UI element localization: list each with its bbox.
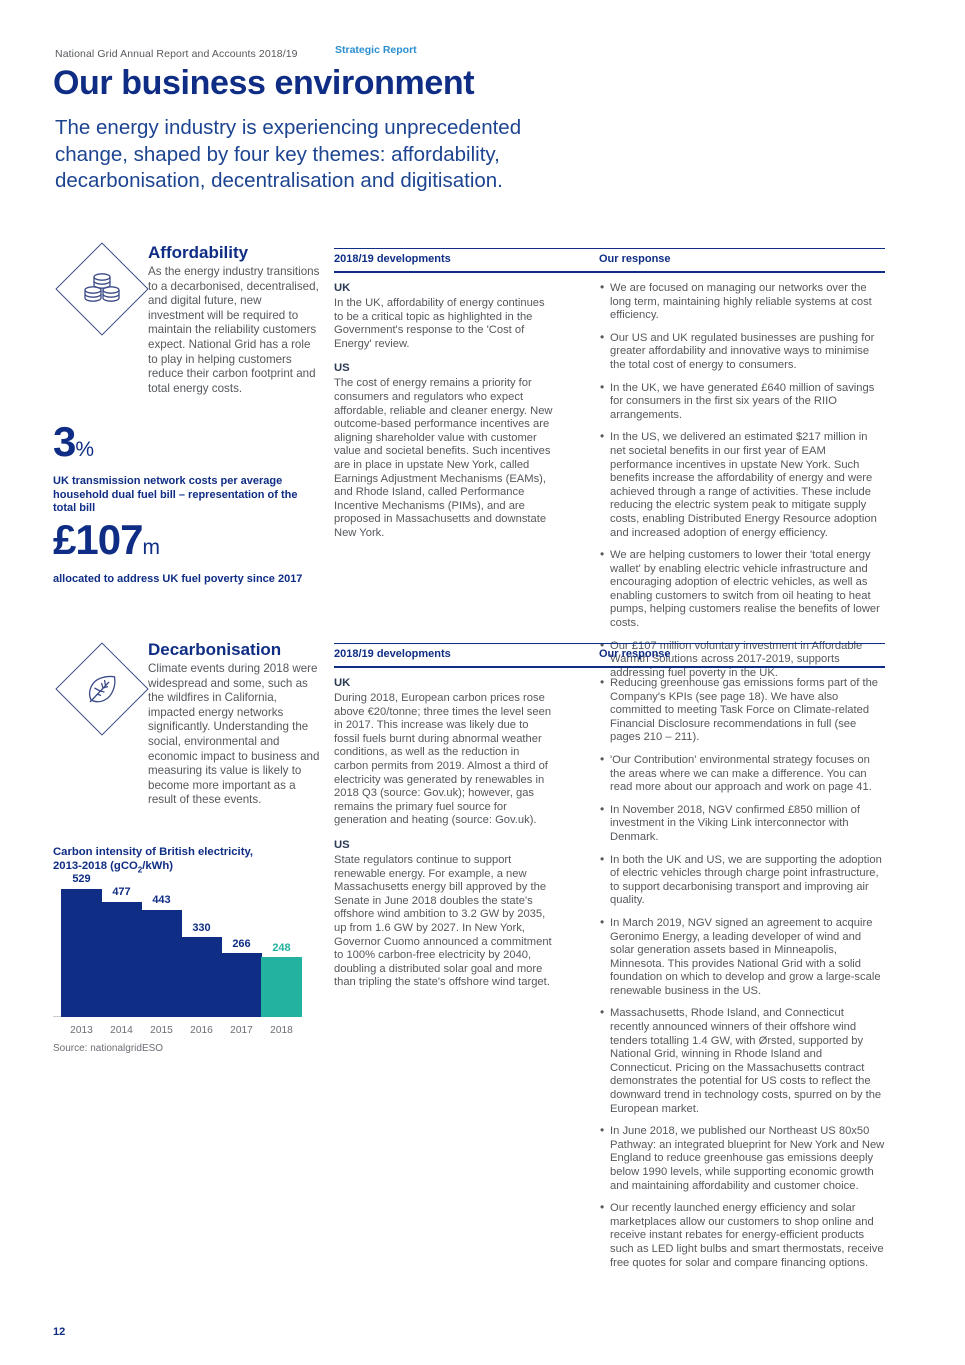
bar-category: 2017 (230, 1025, 253, 1037)
list-item: Our £107 million voluntary investment in… (599, 639, 885, 681)
section-label: Strategic Report (335, 44, 417, 56)
list-item: We are helping customers to lower their … (599, 548, 885, 631)
stat-value: £107m (53, 516, 160, 563)
table-header-row: 2018/19 developments Our response (334, 643, 885, 668)
developments-column: UK In the UK, affordability of energy co… (334, 282, 556, 543)
list-item: We are focused on managing our networks … (599, 281, 885, 323)
bar-2015 (141, 910, 182, 1018)
col-header-response: Our response (599, 253, 671, 265)
list-item: Our US and UK regulated businesses are p… (599, 331, 885, 373)
response-column: We are focused on managing our networks … (599, 281, 885, 689)
stat-caption: UK transmission network costs per averag… (53, 475, 298, 514)
decarbonisation-heading: Decarbonisation (148, 640, 282, 659)
list-item: In June 2018, we published our Northeast… (599, 1124, 885, 1193)
table-body: UK During 2018, European carbon prices r… (334, 668, 885, 1269)
subhead-uk: UK (334, 282, 351, 294)
bar-value: 330 (192, 922, 211, 935)
subhead-us: US (334, 838, 350, 851)
stat-fuel-poverty: £107m allocated to address UK fuel pover… (53, 518, 303, 587)
bar-value: 529 (72, 873, 91, 886)
table-header-row: 2018/19 developments Our response (334, 248, 885, 273)
chart-plot-area: 529 2013 477 2014 443 2015 330 2016 266 … (53, 873, 305, 1041)
list-item: Massachusetts, Rhode Island, and Connect… (599, 1006, 885, 1116)
decarbonisation-icon-frame (55, 642, 149, 736)
bar-category: 2016 (190, 1025, 213, 1037)
decarbonisation-body: Climate events during 2018 were widespre… (148, 662, 320, 807)
publication-label: National Grid Annual Report and Accounts… (55, 48, 298, 60)
decarbonisation-table: 2018/19 developments Our response UK Dur… (334, 643, 885, 1269)
carbon-intensity-chart: Carbon intensity of British electricity,… (53, 845, 333, 1041)
list-item: In March 2019, NGV signed an agreement t… (599, 916, 885, 999)
chart-source: Source: nationalgridESO (53, 1043, 164, 1054)
bar-2017 (221, 953, 262, 1018)
list-item: In November 2018, NGV confirmed £850 mil… (599, 803, 885, 845)
table-body: UK In the UK, affordability of energy co… (334, 273, 885, 679)
bar-2013 (61, 889, 102, 1018)
affordability-table: 2018/19 developments Our response UK In … (334, 248, 885, 679)
developments-uk-text: During 2018, European carbon prices rose… (334, 692, 552, 827)
list-item: Reducing greenhouse gas emissions forms … (599, 676, 885, 745)
developments-column: UK During 2018, European carbon prices r… (334, 677, 556, 992)
affordability-icon-frame (55, 242, 149, 336)
bar-2016 (181, 937, 222, 1018)
col-header-developments: 2018/19 developments (334, 648, 451, 660)
coins-icon (78, 265, 126, 313)
developments-us-text: State regulators continue to support ren… (334, 853, 552, 989)
leaf-icon (78, 665, 126, 713)
stat-transmission-cost: 3% UK transmission network costs per ave… (53, 420, 303, 516)
stat-unit: m (142, 536, 159, 559)
stat-caption: allocated to address UK fuel poverty sin… (53, 573, 303, 585)
bar-value: 266 (232, 938, 251, 951)
list-item: In both the UK and US, we are supporting… (599, 853, 885, 908)
masthead: National Grid Annual Report and Accounts… (55, 44, 885, 60)
developments-us-text: The cost of energy remains a priority fo… (334, 377, 553, 539)
bar-category: 2014 (110, 1025, 133, 1037)
list-item: Our recently launched energy efficiency … (599, 1201, 885, 1270)
response-list: Reducing greenhouse gas emissions forms … (599, 676, 885, 1270)
list-item: In the US, we delivered an estimated $21… (599, 430, 885, 540)
subhead-uk: UK (334, 677, 351, 689)
response-column: Reducing greenhouse gas emissions forms … (599, 676, 885, 1279)
page-number: 12 (53, 1326, 66, 1338)
col-header-developments: 2018/19 developments (334, 253, 451, 265)
affordability-heading: Affordability (148, 243, 249, 262)
decarbonisation-theme-text: Decarbonisation Climate events during 20… (148, 640, 320, 808)
page-title: Our business environment (53, 64, 475, 102)
affordability-body: As the energy industry transitions to a … (148, 265, 320, 395)
standfirst: The energy industry is experiencing unpr… (55, 116, 522, 192)
bar-2018 (261, 957, 302, 1018)
bar-category: 2015 (150, 1025, 173, 1037)
list-item: In the UK, we have generated £640 millio… (599, 381, 885, 423)
col-header-response: Our response (599, 648, 671, 660)
bar-value: 443 (152, 894, 171, 907)
response-list: We are focused on managing our networks … (599, 281, 885, 681)
chart-title: Carbon intensity of British electricity,… (53, 846, 254, 875)
affordability-theme-text: Affordability As the energy industry tra… (148, 243, 320, 396)
list-item: 'Our Contribution' environmental strateg… (599, 753, 885, 795)
developments-uk-text: In the UK, affordability of energy conti… (334, 297, 545, 350)
stat-value: 3% (53, 418, 95, 465)
bar-value: 248 (272, 942, 291, 955)
bar-category: 2013 (70, 1025, 93, 1037)
stat-unit: % (75, 438, 95, 461)
subhead-us: US (334, 362, 350, 375)
bar-2014 (101, 902, 142, 1018)
bar-category: 2018 (270, 1025, 293, 1037)
bar-value: 477 (112, 886, 131, 899)
